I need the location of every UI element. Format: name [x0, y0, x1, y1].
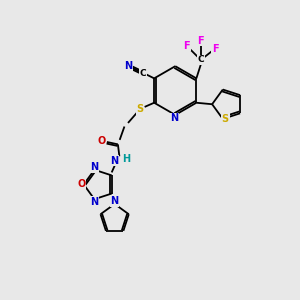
Text: N: N: [111, 196, 119, 206]
Text: N: N: [124, 61, 133, 70]
Text: F: F: [212, 44, 218, 54]
Text: S: S: [222, 114, 229, 124]
Text: H: H: [122, 154, 130, 164]
Text: F: F: [197, 36, 204, 46]
Text: N: N: [170, 113, 178, 124]
Text: N: N: [90, 197, 98, 207]
Text: C: C: [140, 68, 146, 77]
Text: C: C: [197, 56, 204, 64]
Text: S: S: [136, 104, 143, 114]
Text: N: N: [110, 156, 118, 166]
Text: N: N: [90, 162, 98, 172]
Text: O: O: [98, 136, 106, 146]
Text: O: O: [77, 179, 86, 190]
Text: F: F: [183, 41, 190, 51]
